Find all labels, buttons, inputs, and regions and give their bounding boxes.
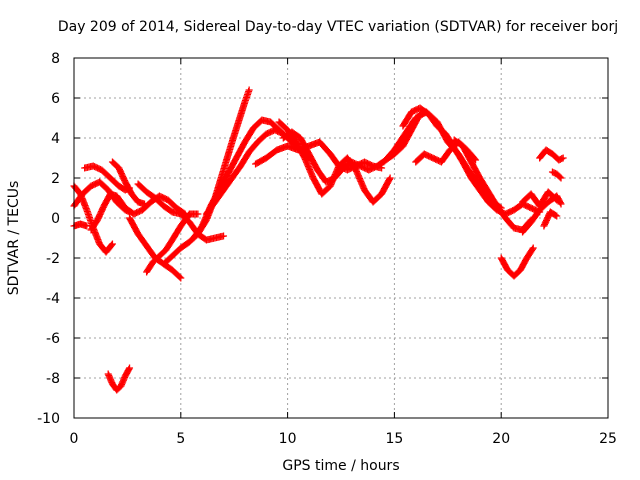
plus-marker [557,200,565,208]
series-track-10 [104,364,134,394]
x-tick-label: 15 [385,431,403,447]
plus-marker [556,173,564,181]
plus-marker [551,211,559,219]
series-track-13 [202,126,313,218]
x-tick-label: 25 [599,431,617,447]
series-track-21 [497,244,537,280]
plus-marker [559,154,567,162]
series-track-26 [548,168,565,182]
plus-marker [528,245,536,253]
plus-marker [140,200,148,208]
y-tick-label: 4 [51,131,60,147]
plus-marker [194,210,202,218]
grid-lines [74,58,608,418]
plus-marker [176,273,184,281]
plus-marker [83,222,91,230]
plus-marker [108,240,116,248]
series-track-5 [87,190,189,234]
y-tick-label: 2 [51,171,60,187]
y-tick-label: -4 [46,291,60,307]
plus-marker [108,241,116,249]
axis-ticks: 0 5 10 15 20 25 -10 -8 -6 -4 -2 0 2 4 6 8 [37,51,617,447]
x-tick-label: 0 [70,431,79,447]
data-points [70,86,567,394]
y-axis-label: SDTVAR / TECUs [6,181,22,296]
y-tick-label: -10 [37,411,60,427]
plus-marker [556,199,564,207]
plus-marker [557,174,565,182]
y-tick-label: 8 [51,51,60,67]
plus-marker [553,196,561,204]
y-tick-label: -2 [46,251,60,267]
plus-marker [558,155,566,163]
x-axis-label: GPS time / hours [282,458,399,474]
y-tick-label: 6 [51,91,60,107]
series-track-3 [70,220,91,230]
plus-marker [529,244,537,252]
series-track-23 [519,188,561,210]
plus-marker [385,175,393,183]
y-tick-label: -6 [46,331,60,347]
y-tick-label: -8 [46,371,60,387]
y-tick-label: 0 [51,211,60,227]
plus-marker [552,195,560,203]
chart-title: Day 209 of 2014, Sidereal Day-to-day VTE… [58,19,618,35]
series-track-16 [279,110,424,186]
series-track-9 [143,210,202,276]
plus-marker [126,364,134,372]
series-track-25 [540,208,561,230]
x-tick-label: 5 [176,431,185,447]
plus-marker [245,86,253,94]
series-track-20 [450,136,535,234]
plot-frame [73,57,609,419]
plus-marker [177,274,185,282]
plus-marker [472,156,480,164]
series-track-7 [126,214,185,282]
plus-marker [125,365,133,373]
series-track-24 [536,146,567,164]
series-track-6 [108,158,148,208]
plus-marker [220,232,228,240]
x-tick-label: 10 [279,431,297,447]
plus-marker [553,212,561,220]
x-tick-label: 20 [492,431,510,447]
plus-marker [386,174,394,182]
